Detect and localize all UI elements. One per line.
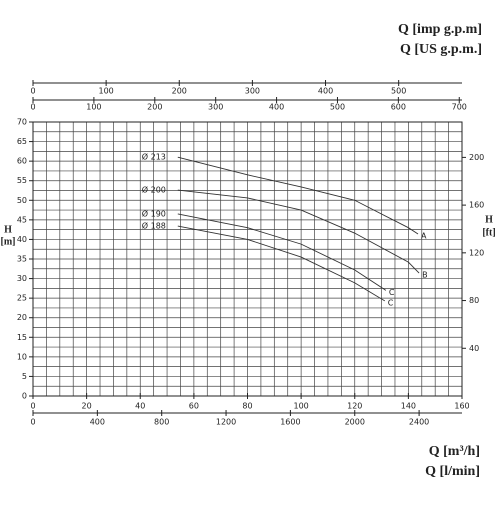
curve-end-label: C [388, 298, 394, 307]
x-imp-tick-label: 400 [318, 87, 333, 96]
x-axis-title: Q [l/min] [425, 464, 480, 479]
y2-axis-title: H [485, 214, 493, 225]
x-tick-label: 140 [401, 402, 416, 411]
y-tick-label: 20 [17, 313, 27, 322]
x-imp-tick-label: 500 [391, 87, 406, 96]
top-axis-title: Q [imp g.p.m] [398, 22, 482, 37]
x-us-tick-label: 0 [30, 103, 35, 112]
y-tick-label: 30 [17, 274, 27, 283]
curve-end-label: B [422, 271, 428, 280]
x-lmin-tick-label: 800 [154, 418, 169, 427]
curve [177, 156, 419, 235]
y-tick-label: 55 [17, 176, 27, 185]
top-axis-title: Q [US g.p.m.] [400, 42, 482, 57]
x-imp-tick-label: 100 [98, 87, 113, 96]
x-tick-label: 80 [242, 402, 252, 411]
y2-tick-label: 40 [469, 344, 479, 353]
curve-name: Ø 213 [142, 152, 166, 162]
y-tick-label: 50 [17, 196, 27, 205]
y-tick-label: 70 [17, 118, 27, 127]
y-axis-unit: [m] [1, 236, 16, 247]
y-tick-label: 15 [17, 333, 27, 342]
x-tick-label: 120 [347, 402, 362, 411]
x-tick-label: 100 [293, 402, 308, 411]
x-lmin-tick-label: 1600 [280, 418, 300, 427]
curve [177, 225, 386, 302]
x-us-tick-label: 200 [147, 103, 162, 112]
y-tick-label: 0 [22, 392, 27, 401]
x-lmin-tick-label: 400 [90, 418, 105, 427]
y-tick-label: 40 [17, 235, 27, 244]
y2-axis-unit: [ft] [482, 227, 495, 238]
x-tick-label: 0 [30, 402, 35, 411]
y-axis-title: H [4, 224, 12, 235]
y-tick-label: 35 [17, 255, 27, 264]
y-tick-label: 60 [17, 157, 27, 166]
y2-tick-label: 80 [469, 296, 479, 305]
curve-name: Ø 188 [142, 221, 166, 231]
x-us-tick-label: 400 [269, 103, 284, 112]
y2-tick-label: 160 [469, 201, 484, 210]
curve-name: Ø 190 [142, 208, 166, 218]
x-us-tick-label: 100 [86, 103, 101, 112]
x-imp-tick-label: 0 [30, 87, 35, 96]
y-tick-label: 5 [22, 372, 27, 381]
y2-tick-label: 200 [469, 153, 484, 162]
y-tick-label: 10 [17, 352, 27, 361]
y2-tick-label: 120 [469, 248, 484, 257]
x-imp-tick-label: 200 [172, 87, 187, 96]
x-lmin-tick-label: 2000 [345, 418, 365, 427]
x-tick-label: 20 [82, 402, 92, 411]
x-us-tick-label: 600 [391, 103, 406, 112]
x-tick-label: 60 [189, 402, 199, 411]
x-axis-title: Q [m³/h] [429, 444, 480, 459]
y-tick-label: 25 [17, 294, 27, 303]
x-us-tick-label: 700 [452, 103, 467, 112]
x-tick-label: 40 [135, 402, 145, 411]
x-imp-tick-label: 300 [245, 87, 260, 96]
x-us-tick-label: 500 [330, 103, 345, 112]
curve-end-label: C [389, 288, 395, 297]
curve-end-label: A [421, 231, 427, 240]
curve-name: Ø 200 [142, 185, 166, 195]
x-us-tick-label: 300 [208, 103, 223, 112]
y-tick-label: 45 [17, 215, 27, 224]
x-lmin-tick-label: 2400 [409, 418, 429, 427]
x-lmin-tick-label: 0 [30, 418, 35, 427]
curve [177, 189, 420, 274]
y-tick-label: 65 [17, 137, 27, 146]
x-lmin-tick-label: 1200 [216, 418, 236, 427]
x-tick-label: 160 [454, 402, 469, 411]
curve [177, 213, 387, 291]
